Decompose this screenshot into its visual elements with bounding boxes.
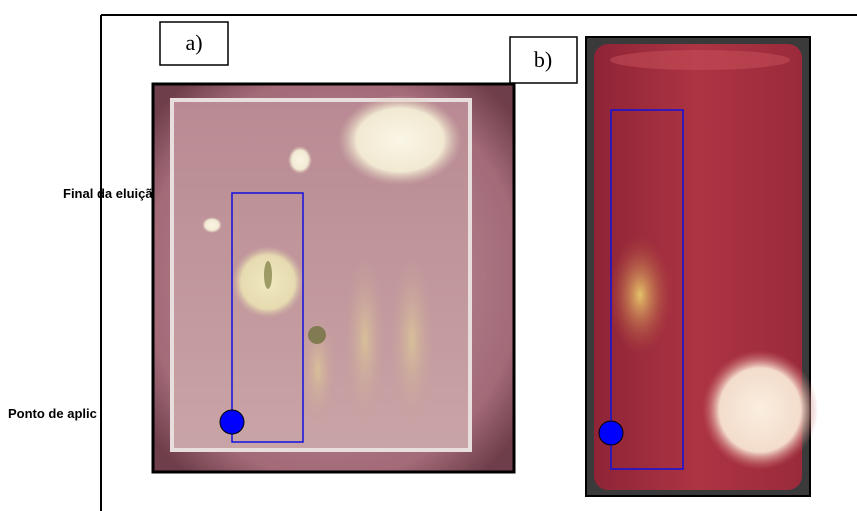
elution-lane-a bbox=[231, 192, 304, 443]
elution-lane-b bbox=[610, 109, 684, 470]
panel-label-a: a) bbox=[185, 30, 202, 55]
application-point-b bbox=[598, 420, 624, 446]
application-label: Ponto de aplic bbox=[8, 406, 97, 421]
label-box-b bbox=[509, 36, 578, 84]
panel-label-b: b) bbox=[534, 47, 552, 72]
photo-a bbox=[151, 82, 516, 474]
application-point-a bbox=[219, 409, 245, 435]
label-box-a bbox=[159, 21, 229, 66]
elution-label: Final da eluição bbox=[63, 186, 161, 201]
photo-b bbox=[585, 36, 818, 497]
